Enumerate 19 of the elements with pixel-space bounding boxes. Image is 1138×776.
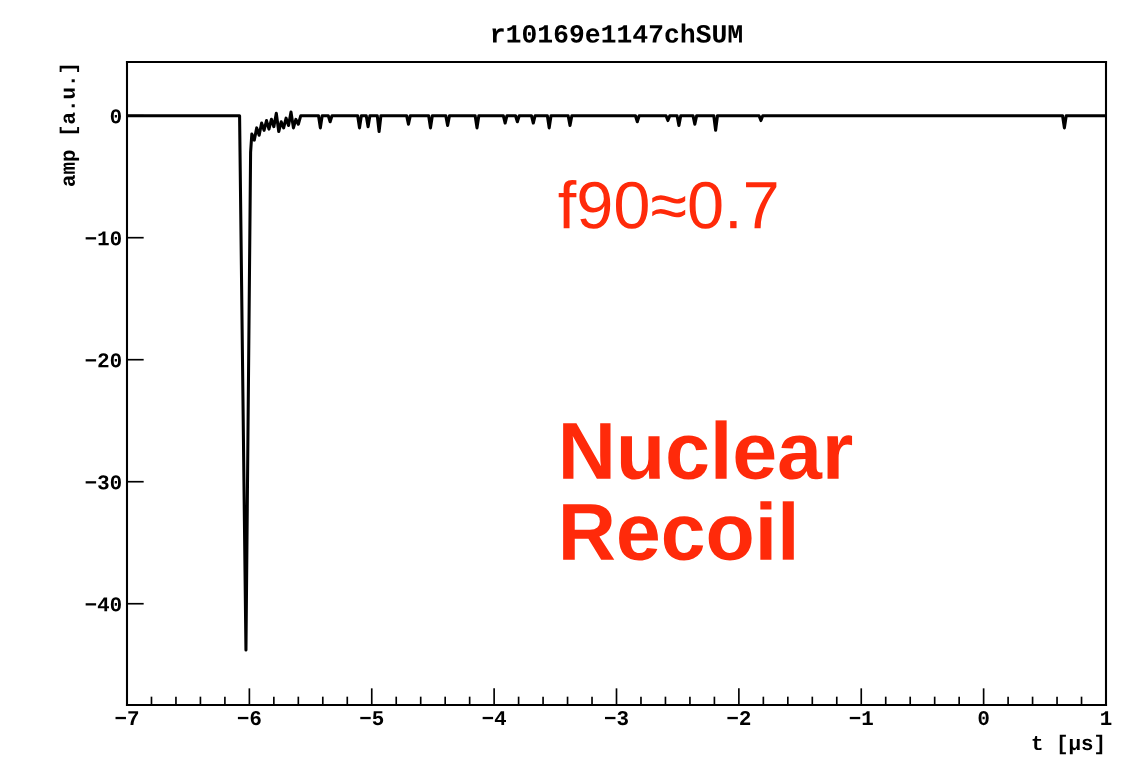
x-tick-label: −2 bbox=[727, 711, 751, 725]
annotation: Nuclear Recoil bbox=[563, 420, 853, 561]
y-tick-label: −20 bbox=[85, 353, 121, 368]
y-axis-title: amp [a.u.] bbox=[59, 65, 80, 186]
chart-title: r10169e1147chSUM bbox=[492, 23, 742, 43]
y-tick-label: −10 bbox=[85, 231, 121, 246]
y-tick-label: −40 bbox=[85, 597, 121, 612]
x-tick-label: −6 bbox=[237, 711, 261, 726]
x-tick-label: −4 bbox=[482, 711, 507, 725]
x-tick-label: 1 bbox=[1101, 711, 1112, 725]
annotation: f90≈0.7 bbox=[558, 179, 777, 229]
x-tick-label: −5 bbox=[360, 711, 384, 726]
x-tick-label: −1 bbox=[849, 711, 873, 725]
y-tick-label: −30 bbox=[85, 475, 121, 490]
x-axis-title: t [μs] bbox=[1032, 734, 1103, 755]
x-tick-label: −3 bbox=[605, 711, 628, 726]
y-tick-label: 0 bbox=[110, 109, 121, 124]
x-tick-label: −7 bbox=[115, 711, 139, 725]
x-tick-label: 0 bbox=[978, 711, 989, 726]
